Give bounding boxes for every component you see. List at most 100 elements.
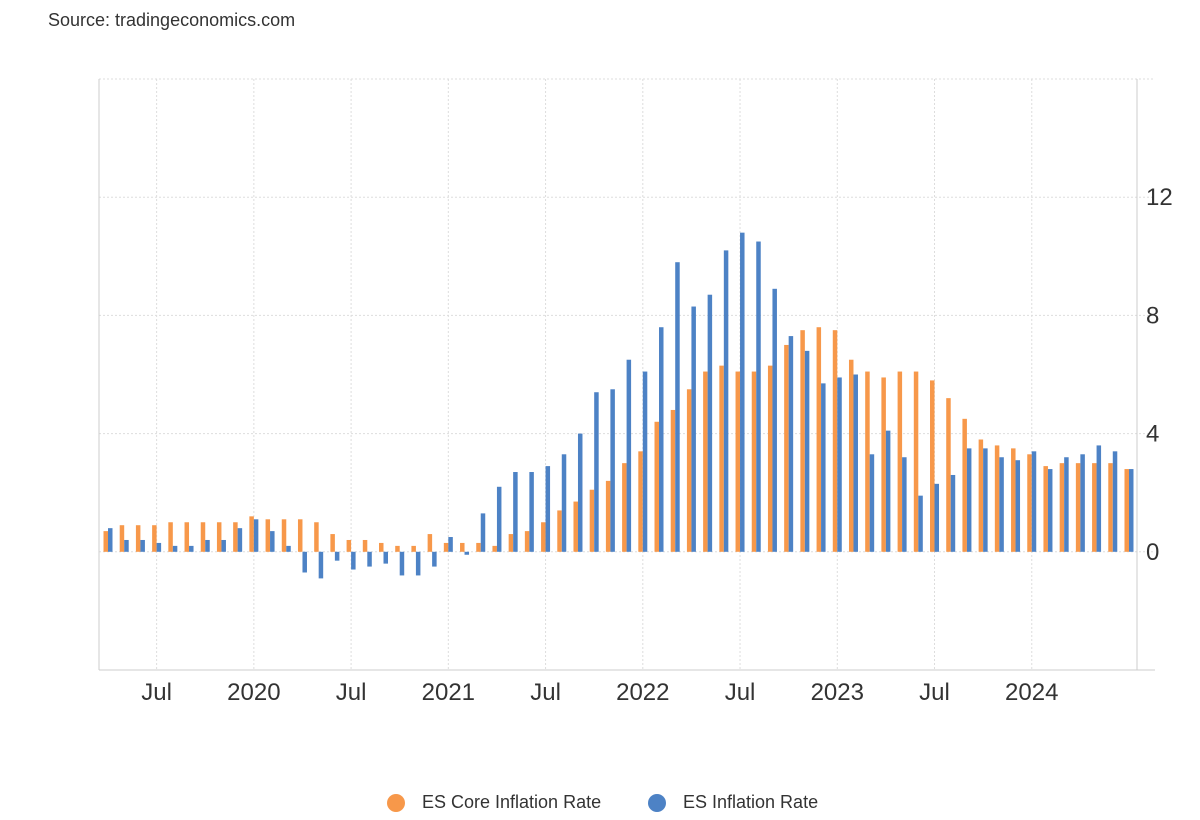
bar-inflation <box>1031 451 1037 552</box>
bar-inflation <box>561 454 567 552</box>
bar-core <box>184 522 190 552</box>
bar-core <box>848 359 854 552</box>
bar-inflation <box>367 551 372 567</box>
bar-core <box>200 522 206 552</box>
x-tick-label: Jul <box>530 679 561 706</box>
bar-core <box>395 545 400 552</box>
bar-core <box>216 522 222 552</box>
bar-core <box>832 330 838 552</box>
bar-core <box>994 445 1000 552</box>
x-tick-label: Jul <box>141 679 172 706</box>
bar-inflation <box>513 472 518 552</box>
bar-inflation <box>334 551 340 561</box>
bar-inflation <box>869 454 875 552</box>
bar-inflation <box>983 448 988 552</box>
bar-inflation <box>156 542 162 552</box>
bar-inflation <box>399 551 405 576</box>
bar-core <box>816 327 822 552</box>
bar-core <box>1108 463 1113 552</box>
bar-inflation <box>1096 445 1102 552</box>
bar-core <box>135 525 141 552</box>
bar-core <box>119 525 125 552</box>
bar-inflation <box>529 472 534 552</box>
bar-core <box>800 330 805 552</box>
legend-label-headline: ES Inflation Rate <box>683 792 819 812</box>
bar-inflation <box>885 430 891 552</box>
bar-inflation <box>480 513 486 552</box>
legend-item-core[interactable]: ES Core Inflation Rate <box>387 792 601 813</box>
bar-core <box>233 522 238 552</box>
bar-core <box>427 534 433 552</box>
x-tick-label: 2024 <box>1005 679 1058 706</box>
bar-inflation <box>318 551 324 579</box>
bar-core <box>265 519 271 552</box>
bar-core <box>492 545 497 552</box>
bar-inflation <box>383 551 389 564</box>
bar-inflation <box>1047 469 1053 552</box>
legend-item-headline[interactable]: ES Inflation Rate <box>648 792 818 813</box>
bar-core <box>978 439 984 552</box>
bar-core <box>589 489 595 552</box>
bar-core <box>557 510 562 552</box>
bar-core <box>686 389 692 552</box>
bar-inflation <box>1064 457 1069 552</box>
bar-inflation <box>966 448 972 552</box>
bar-core <box>1011 448 1016 552</box>
bar-inflation <box>853 374 858 552</box>
bar-inflation <box>772 288 777 552</box>
bar-inflation <box>189 545 194 552</box>
bar-core <box>443 542 449 552</box>
bar-inflation <box>432 551 437 567</box>
bar-inflation <box>999 457 1004 552</box>
legend-swatch-headline <box>648 793 666 812</box>
bar-core <box>330 534 335 552</box>
bar-core <box>524 531 530 552</box>
bar-core <box>638 451 643 552</box>
bar-inflation <box>707 294 713 552</box>
bar-inflation <box>1015 460 1021 552</box>
bar-core <box>573 501 578 552</box>
bar-core <box>476 542 481 552</box>
legend-label-core: ES Core Inflation Rate <box>422 792 602 812</box>
bar-core <box>460 542 465 552</box>
bar-core <box>751 371 757 552</box>
bar-core <box>314 522 319 552</box>
bar-core <box>719 365 724 552</box>
bar-inflation <box>902 457 907 552</box>
x-tick-label: Jul <box>725 679 756 706</box>
bar-inflation <box>286 545 291 552</box>
bar-inflation <box>448 537 453 552</box>
inflation-bar-chart: 0 4 8 12 Jul 2020 Jul 2021 Jul 2022 Jul 2023 Jul 2024 <box>98 78 1173 706</box>
bar-core <box>735 371 741 552</box>
bar-inflation <box>302 551 307 573</box>
bar-core <box>281 519 287 552</box>
bar-inflation <box>675 262 680 552</box>
bar-inflation <box>691 306 696 552</box>
bar-inflation <box>496 486 502 552</box>
bar-inflation <box>804 350 810 552</box>
bar-core <box>913 371 919 552</box>
bar-inflation <box>723 250 729 552</box>
legend-swatch-core <box>387 793 405 812</box>
bar-core <box>346 539 352 552</box>
x-tick-label: Jul <box>919 679 950 706</box>
bar-inflation <box>221 539 226 552</box>
bar-inflation <box>821 383 826 552</box>
bar-core <box>103 531 108 552</box>
bar-inflation <box>270 531 275 552</box>
bar-inflation <box>837 377 842 552</box>
bar-core <box>670 409 676 552</box>
bar-inflation <box>934 483 940 552</box>
bar-inflation <box>1112 451 1118 552</box>
bar-core <box>654 421 660 552</box>
bar-core <box>897 371 903 552</box>
bar-inflation <box>642 371 648 552</box>
bar-core <box>784 344 789 552</box>
y-tick-label: 8 <box>1146 302 1159 329</box>
x-tick-label: 2021 <box>422 679 475 706</box>
source-note: Source: tradingeconomics.com <box>48 10 296 30</box>
bar-core <box>362 539 368 552</box>
bar-inflation <box>756 241 761 552</box>
legend: ES Core Inflation Rate ES Inflation Rate <box>0 792 1200 816</box>
bar-inflation <box>918 495 923 552</box>
